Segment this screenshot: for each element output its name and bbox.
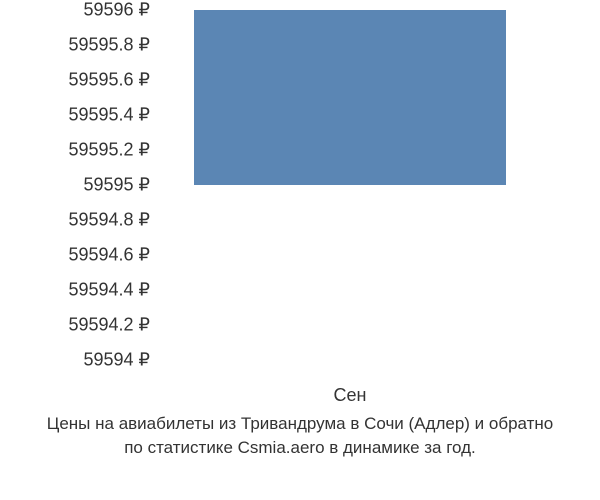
chart-area: 59596 ₽59595.8 ₽59595.6 ₽59595.4 ₽59595.… <box>0 10 600 390</box>
y-tick-label: 59595 ₽ <box>83 175 150 196</box>
y-tick-label: 59594 ₽ <box>83 350 150 371</box>
plot-area: Сен <box>160 10 540 360</box>
y-tick-label: 59595.2 ₽ <box>68 140 150 161</box>
bar <box>194 10 506 185</box>
caption-line-1: Цены на авиабилеты из Тривандрума в Сочи… <box>0 412 600 436</box>
y-tick-label: 59595.8 ₽ <box>68 35 150 56</box>
y-tick-label: 59594.2 ₽ <box>68 315 150 336</box>
y-tick-label: 59595.4 ₽ <box>68 105 150 126</box>
y-tick-label: 59596 ₽ <box>83 0 150 21</box>
y-tick-label: 59595.6 ₽ <box>68 70 150 91</box>
y-tick-label: 59594.4 ₽ <box>68 280 150 301</box>
caption-line-2: по статистике Csmia.aero в динамике за г… <box>0 436 600 460</box>
y-axis: 59596 ₽59595.8 ₽59595.6 ₽59595.4 ₽59595.… <box>0 10 155 390</box>
y-tick-label: 59594.6 ₽ <box>68 245 150 266</box>
chart-caption: Цены на авиабилеты из Тривандрума в Сочи… <box>0 412 600 460</box>
x-tick-label: Сен <box>334 385 367 406</box>
y-tick-label: 59594.8 ₽ <box>68 210 150 231</box>
